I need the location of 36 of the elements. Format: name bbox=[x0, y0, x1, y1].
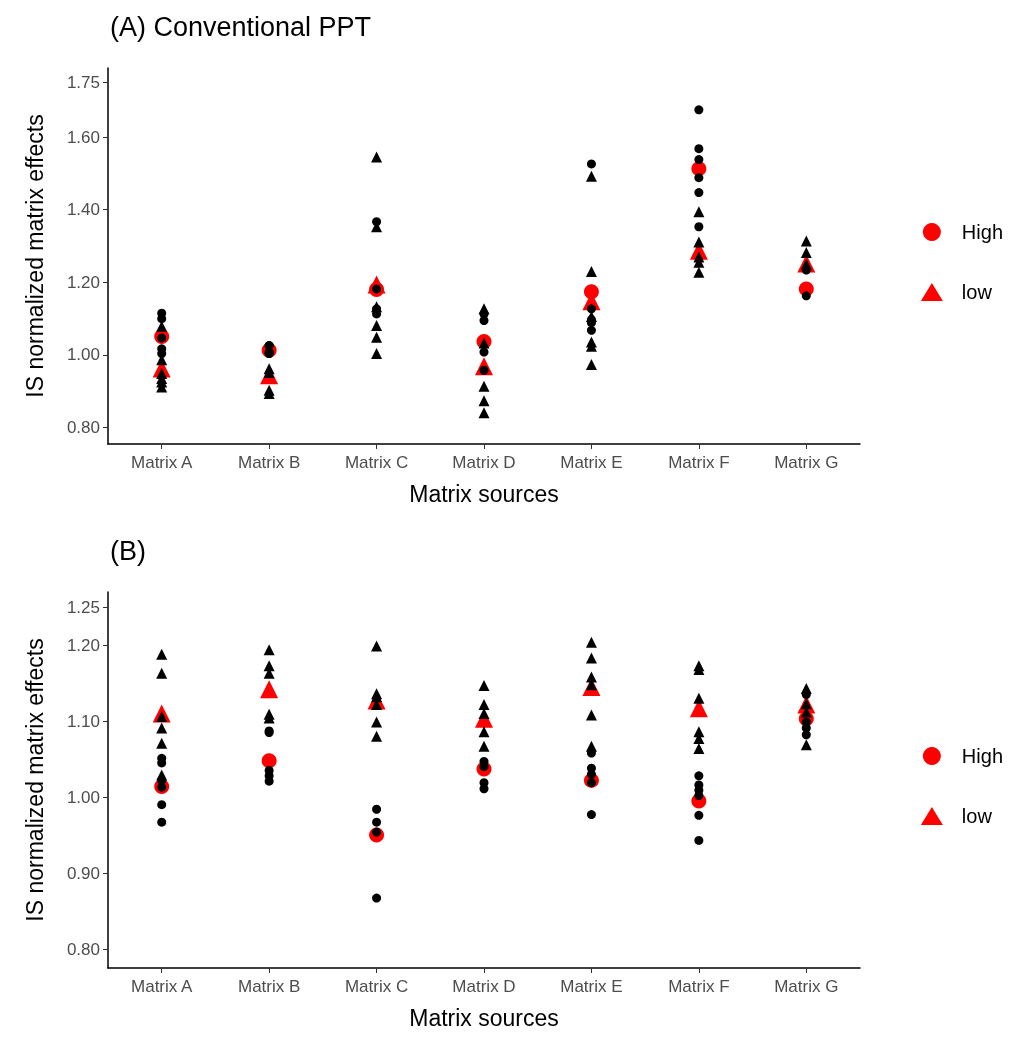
chart-title: (A) Conventional PPT bbox=[110, 11, 372, 42]
x-tick-label: Matrix C bbox=[344, 453, 409, 472]
x-tick-label: Matrix F bbox=[668, 453, 730, 472]
y-axis-title: IS normalized matrix effects bbox=[21, 638, 48, 922]
x-tick-label: Matrix A bbox=[131, 977, 194, 996]
x-tick-label: Matrix G bbox=[774, 977, 839, 996]
y-tick-label: 0.90 bbox=[66, 863, 100, 883]
x-tick-label: Matrix C bbox=[344, 977, 409, 996]
x-tick-label: Matrix G bbox=[774, 453, 839, 472]
x-tick-label: Matrix F bbox=[668, 977, 730, 996]
y-tick-label: 1.10 bbox=[66, 711, 100, 731]
x-tick-label: Matrix A bbox=[131, 453, 194, 472]
y-tick-label: 1.20 bbox=[66, 635, 100, 655]
x-tick-label: Matrix B bbox=[237, 977, 301, 996]
x-tick-label: Matrix E bbox=[560, 977, 623, 996]
y-tick-label: 1.40 bbox=[66, 200, 100, 220]
x-axis-title: Matrix sources bbox=[409, 480, 559, 507]
y-tick-label: 0.80 bbox=[66, 418, 100, 438]
legend-label: High bbox=[961, 221, 1004, 243]
y-tick-label: 1.75 bbox=[66, 73, 100, 93]
x-axis-title: Matrix sources bbox=[409, 1004, 559, 1031]
legend-label: low bbox=[961, 805, 993, 827]
y-tick-label: 1.60 bbox=[66, 127, 100, 147]
legend-label: low bbox=[961, 281, 993, 303]
y-tick-label: 1.00 bbox=[66, 345, 100, 365]
x-tick-label: Matrix B bbox=[237, 453, 301, 472]
x-tick-label: Matrix E bbox=[560, 453, 623, 472]
y-axis-title: IS normalized matrix effects bbox=[21, 114, 48, 398]
y-tick-label: 1.00 bbox=[66, 787, 100, 807]
chart-title: (B) bbox=[110, 535, 146, 566]
y-tick-label: 0.80 bbox=[66, 939, 100, 959]
x-tick-label: Matrix D bbox=[452, 977, 516, 996]
legend-label: High bbox=[961, 745, 1004, 767]
x-tick-label: Matrix D bbox=[452, 453, 516, 472]
y-tick-label: 1.25 bbox=[66, 597, 100, 617]
y-tick-label: 1.20 bbox=[66, 272, 100, 292]
